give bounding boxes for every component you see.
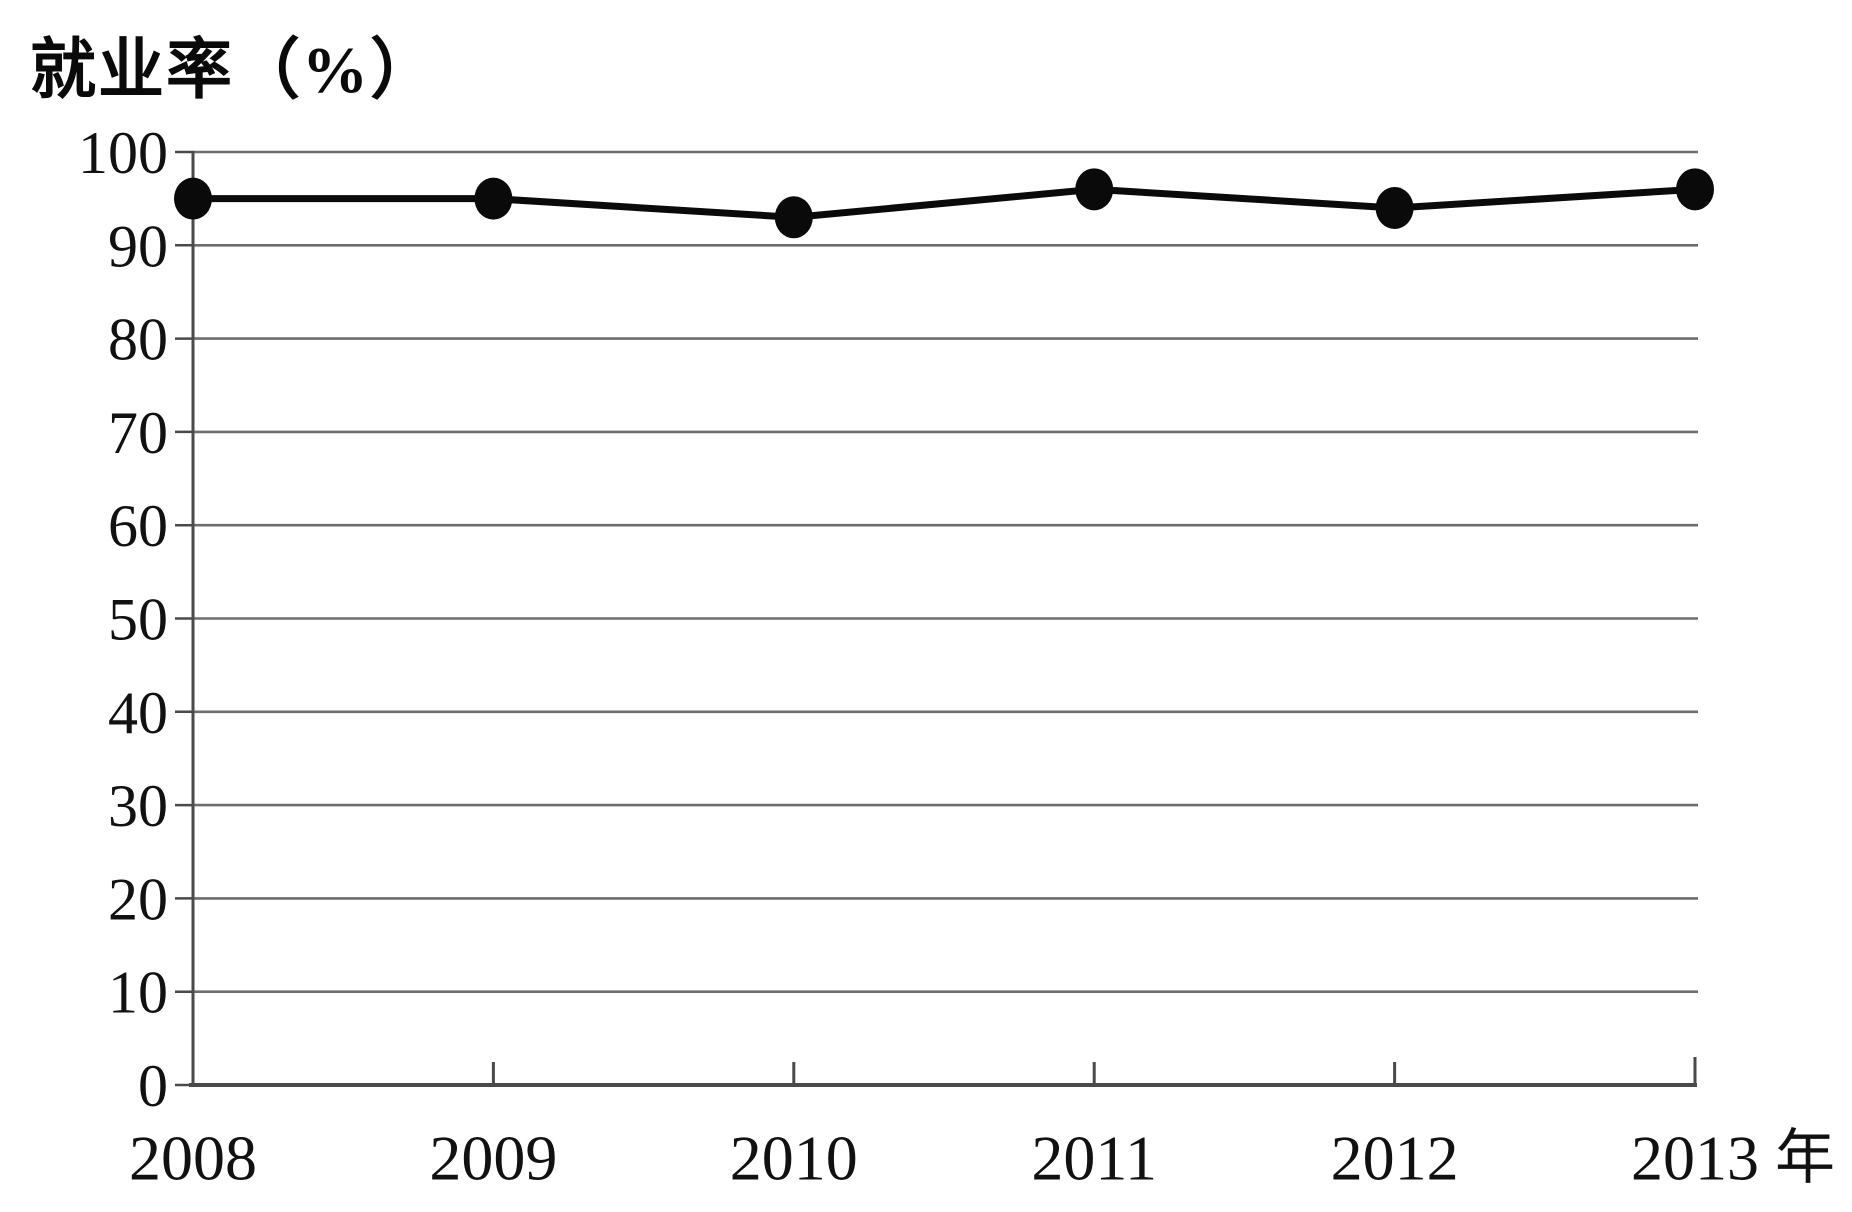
data-point <box>1676 168 1714 211</box>
chart-title: 就业率（%） <box>30 34 438 107</box>
data-point <box>1075 168 1114 211</box>
x-axis-unit-label: 年 <box>1775 1125 1835 1191</box>
y-tick-label: 50 <box>108 587 168 653</box>
x-tick-label: 2009 <box>429 1122 557 1193</box>
data-line <box>189 185 1699 221</box>
y-tick-label: 10 <box>108 960 168 1026</box>
y-tick-label: 0 <box>138 1053 168 1119</box>
x-tick-label: 2008 <box>129 1122 257 1193</box>
y-tick-label: 70 <box>108 400 168 466</box>
x-tick-label: 2010 <box>730 1122 858 1193</box>
y-tick-label: 100 <box>78 120 168 186</box>
data-point <box>774 196 813 239</box>
data-point <box>174 177 212 220</box>
x-tick-label: 2012 <box>1331 1122 1459 1193</box>
y-tick-label: 40 <box>108 680 168 746</box>
x-tick-label: 2013 <box>1631 1122 1759 1193</box>
y-tick-label: 60 <box>108 493 168 559</box>
y-tick-label: 30 <box>108 773 168 839</box>
y-tick-label: 20 <box>108 866 168 932</box>
y-tick-label: 80 <box>108 307 168 373</box>
data-point <box>1375 186 1414 229</box>
x-tick-label: 2011 <box>1031 1122 1157 1193</box>
y-tick-label: 90 <box>108 213 168 279</box>
data-point <box>474 177 513 220</box>
